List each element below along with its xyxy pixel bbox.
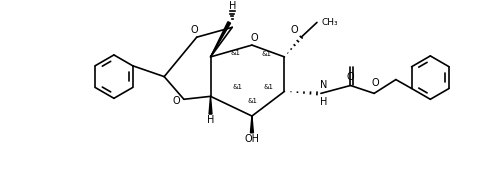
Text: O: O xyxy=(291,25,298,35)
Text: OH: OH xyxy=(245,134,259,144)
Polygon shape xyxy=(211,22,231,57)
Text: &1: &1 xyxy=(232,84,242,90)
Text: O: O xyxy=(347,72,354,82)
Text: &1: &1 xyxy=(264,84,274,90)
Text: &1: &1 xyxy=(248,98,258,104)
Text: &1: &1 xyxy=(230,50,240,56)
Text: H: H xyxy=(320,97,327,107)
Text: O: O xyxy=(371,78,379,88)
Text: CH₃: CH₃ xyxy=(322,18,339,27)
Text: H: H xyxy=(207,115,214,125)
Text: O: O xyxy=(172,96,180,106)
Polygon shape xyxy=(209,96,212,114)
Text: O: O xyxy=(191,25,199,35)
Polygon shape xyxy=(250,116,253,133)
Text: &1: &1 xyxy=(262,51,272,57)
Text: O: O xyxy=(250,33,258,43)
Text: N: N xyxy=(320,80,327,90)
Text: H: H xyxy=(229,1,236,11)
